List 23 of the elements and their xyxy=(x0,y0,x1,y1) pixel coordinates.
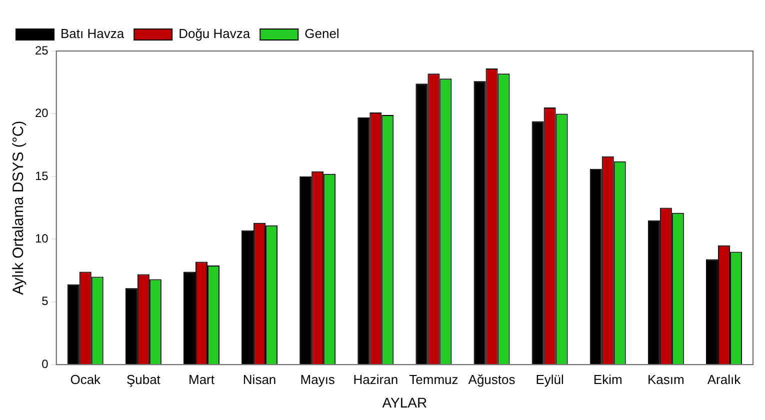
x-tick-label: Nisan xyxy=(242,372,276,387)
x-tick-label: Ağustos xyxy=(468,372,516,387)
x-tick-label: Mart xyxy=(188,372,215,387)
y-tick-label: 10 xyxy=(34,231,49,246)
x-tick-label: Ekim xyxy=(593,372,622,387)
y-axis-title: Aylık Ortalama DSYS (°C) xyxy=(10,120,28,295)
y-tick-label: 20 xyxy=(34,106,49,120)
x-tick-label: Haziran xyxy=(353,372,398,387)
legend-label: Batı Havza xyxy=(60,26,125,42)
y-tick-label: 0 xyxy=(42,356,49,371)
x-tick-label: Mayıs xyxy=(300,372,336,387)
x-tick-label: Kasım xyxy=(647,372,684,387)
legend-label: Doğu Havza xyxy=(178,26,251,42)
x-tick-label: Şubat xyxy=(126,372,161,387)
y-tick-label: 5 xyxy=(42,294,49,308)
y-tick-label: 15 xyxy=(34,168,49,183)
x-axis-title: AYLAR xyxy=(382,394,428,410)
y-tick-label: 25 xyxy=(34,43,49,58)
x-tick-label: Temmuz xyxy=(409,372,458,387)
x-tick-label: Ocak xyxy=(70,372,102,387)
x-tick-label: Eylül xyxy=(536,372,564,387)
x-tick-label: Aralık xyxy=(707,372,742,387)
legend-label: Genel xyxy=(304,26,340,42)
